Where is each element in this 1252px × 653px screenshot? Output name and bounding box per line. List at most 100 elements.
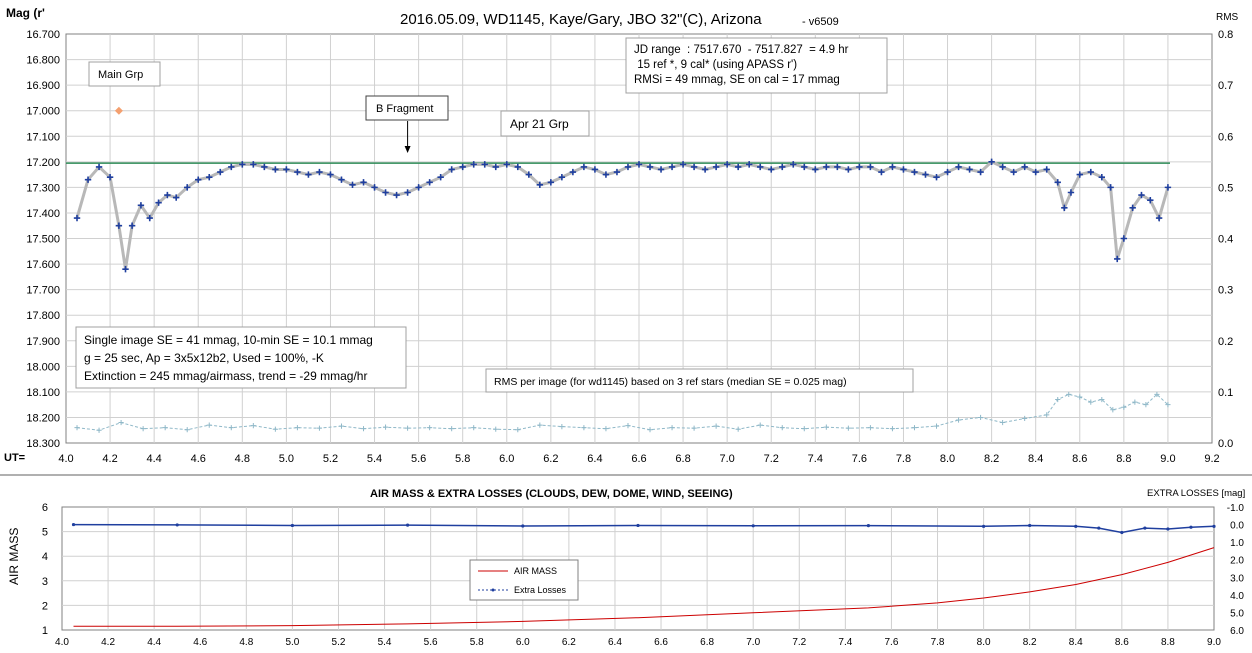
light-curve-right-tick-label: 0.0 [1218,438,1233,450]
magnitude-point [580,163,588,171]
magnitude-point [1155,214,1163,222]
magnitude-point [823,163,830,171]
airmass-left-tick-label: 4 [42,551,48,563]
extra-losses-point [1166,527,1170,531]
magnitude-point [272,166,279,173]
airmass-right-tick-label: 0.0 [1230,521,1244,532]
extra-losses-point [1212,524,1216,528]
rms-point [713,423,719,429]
airmass-x-tick-label: 4.4 [147,637,161,648]
rms-point [184,427,190,433]
light-curve-x-tick-label: 4.6 [191,453,206,465]
magnitude-point [195,176,202,183]
magnitude-point [128,222,136,229]
rms-point [1055,396,1061,403]
airmass-x-tick-label: 8.6 [1115,637,1129,648]
magnitude-point [239,161,246,168]
rms-point [1000,419,1006,426]
magnitude-point [801,163,808,171]
magnitude-point [1032,168,1039,176]
rms-point [603,426,609,432]
airmass-chart-title: AIR MASS & EXTRA LOSSES (CLOUDS, DEW, DO… [370,488,733,500]
magnitude-point [944,168,951,176]
airmass-x-tick-label: 5.2 [332,637,346,648]
rms-point [823,424,829,430]
light-curve-x-tick-label: 5.8 [455,453,470,465]
magnitude-point [73,214,81,222]
light-curve-x-tick-label: 9.2 [1204,453,1219,465]
main-grp-marker [114,106,123,115]
rms-point [316,425,323,431]
rms-point [449,426,455,432]
rms-point [515,427,521,433]
magnitude-point [834,163,841,171]
light-curve-x-tick-label: 8.6 [1072,453,1087,465]
main-grp-label: Main Grp [98,69,143,81]
airmass-left-tick-labels: 6 5 4 3 2 1 [42,502,48,637]
airmass-x-tick-label: 6.6 [654,637,668,648]
light-curve-x-axis-label: UT= [4,452,25,464]
magnitude-point [1129,204,1136,212]
magnitude-point [591,166,599,173]
magnitude-point [1076,171,1083,178]
magnitude-point [155,199,162,206]
extra-losses-point [1189,525,1193,529]
magnitude-point [635,161,643,168]
light-curve-x-tick-label: 6.6 [631,453,646,465]
magnitude-point [602,171,610,178]
light-curve-left-tick-label: 16.900 [26,80,60,92]
rms-point [1143,402,1149,408]
magnitude-point [536,181,544,189]
rms-point [1088,399,1094,405]
rms-point [1022,415,1028,422]
magnitude-point [1098,173,1106,181]
rms-point [162,425,168,431]
magnitude-point [977,168,984,176]
magnitude-series-points [73,158,1172,273]
magnitude-point [988,158,995,166]
info-box [625,37,888,94]
light-curve-left-tick-label: 18.000 [26,361,60,373]
magnitude-point [734,163,742,171]
airmass-x-tick-label: 4.6 [193,637,207,648]
rms-point [228,425,234,431]
magnitude-point [790,161,797,168]
light-curve-left-tick-label: 18.200 [26,412,60,424]
airmass-right-tick-label: 4.0 [1230,591,1244,602]
magnitude-point [558,173,566,181]
light-curve-x-tick-label: 7.0 [720,453,735,465]
light-curve-right-tick-label: 0.8 [1218,29,1233,41]
airmass-x-tick-labels: 4.0 4.2 4.4 4.6 4.8 5.0 5.2 5.4 5.6 5.8 6.0 6.2 6.4 6… [55,637,1221,648]
airmass-x-tick-label: 7.6 [884,637,898,648]
extra-losses-series-points [71,522,1216,535]
airmass-x-tick-label: 8.8 [1161,637,1175,648]
magnitude-point [679,161,687,168]
rms-point [272,426,278,432]
light-curve-x-tick-label: 8.2 [984,453,999,465]
airmass-left-axis-label: AIR MASS [7,528,21,585]
rms-point [140,426,146,432]
magnitude-point [426,179,433,186]
rms-point [1099,396,1105,403]
magnitude-point [690,163,698,171]
rms-point [382,424,389,430]
magnitude-point [1054,179,1061,186]
magnitude-point [481,161,488,168]
airmass-left-tick-label: 5 [42,527,48,539]
magnitude-point [305,171,312,178]
airmass-right-tick-label: -1.0 [1227,503,1245,514]
rms-point [404,425,411,431]
magnitude-point [745,161,753,168]
magnitude-point [900,166,907,173]
magnitude-point [338,176,345,183]
light-curve-version: - v6509 [802,16,839,28]
magnitude-point [922,171,929,178]
light-curve-left-tick-label: 18.100 [26,387,60,399]
magnitude-point [845,166,852,173]
light-curve-left-axis-label: Mag (r' [6,6,45,20]
magnitude-point [1138,191,1145,199]
magnitude-point [1087,168,1094,176]
extra-losses-point [406,523,410,527]
light-curve-chart: 16.700 16.800 16.900 17.000 17.100 17.200 17.3… [4,6,1239,465]
rms-point [735,426,741,432]
